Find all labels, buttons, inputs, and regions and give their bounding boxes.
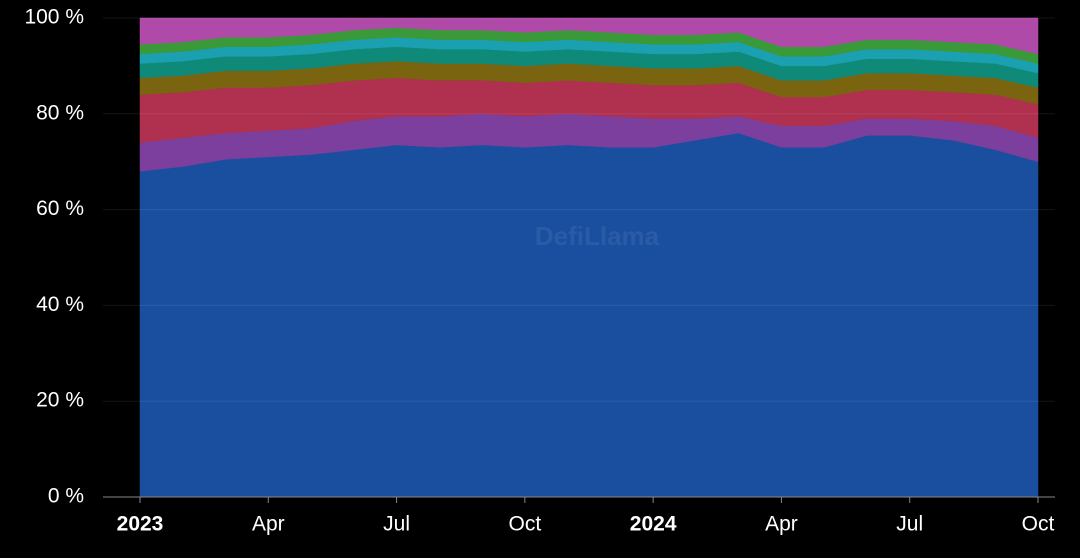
- area: [139, 17, 1039, 55]
- x-tick-label: Jul: [383, 513, 410, 536]
- x-tick-label: Oct: [1022, 513, 1055, 536]
- x-tick-label: Jul: [896, 513, 923, 536]
- y-tick-label: 80 %: [36, 101, 84, 124]
- area: [139, 132, 1039, 498]
- x-tick-label: 2024: [630, 513, 677, 536]
- y-tick-label: 0 %: [48, 485, 84, 508]
- y-tick-label: 40 %: [36, 293, 84, 316]
- x-tick-label: Apr: [765, 513, 798, 536]
- watermark: DefiLlama: [535, 221, 660, 251]
- y-tick-label: 60 %: [36, 197, 84, 220]
- x-tick-label: Oct: [509, 513, 542, 536]
- y-tick-label: 20 %: [36, 389, 84, 412]
- y-tick-label: 100 %: [24, 6, 84, 29]
- x-tick-label: 2023: [117, 513, 164, 536]
- x-tick-label: Apr: [252, 513, 285, 536]
